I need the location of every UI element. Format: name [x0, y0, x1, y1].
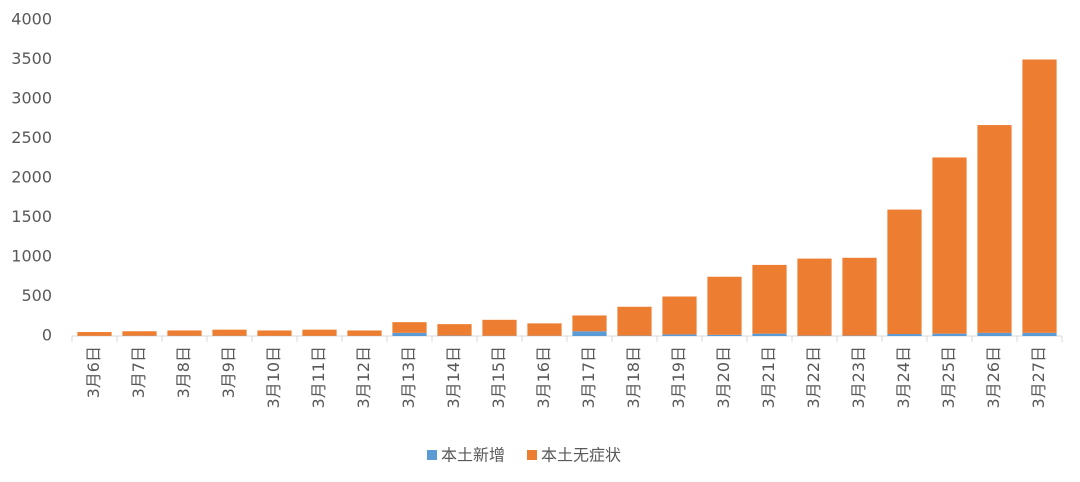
- y-tick-label: 2500: [11, 128, 52, 147]
- x-tick-label: 3月25日: [939, 346, 958, 409]
- bar-segment: [977, 332, 1012, 336]
- bar-segment: [212, 329, 247, 336]
- bar-segment: [707, 276, 742, 335]
- bar-segment: [752, 333, 787, 336]
- bar-segment: [122, 331, 157, 336]
- bar-segment: [572, 315, 607, 332]
- bar-segment: [662, 334, 697, 336]
- x-tick-label: 3月23日: [849, 346, 868, 409]
- bar-segment: [977, 125, 1012, 333]
- x-tick-label: 3月20日: [714, 346, 733, 409]
- x-tick-label: 3月9日: [219, 346, 238, 398]
- bar-segment: [167, 330, 202, 336]
- bar-segment: [392, 332, 427, 336]
- y-tick-label: 1000: [11, 247, 52, 266]
- x-tick-label: 3月6日: [84, 346, 103, 398]
- y-tick-label: 4000: [11, 10, 52, 29]
- bar-segment: [572, 331, 607, 336]
- x-tick-label: 3月8日: [174, 346, 193, 398]
- x-tick-label: 3月18日: [624, 346, 643, 409]
- bar-segment: [707, 334, 742, 336]
- bar-segment: [1022, 332, 1057, 336]
- x-tick-label: 3月17日: [579, 346, 598, 409]
- x-tick-label: 3月22日: [804, 346, 823, 409]
- bar-segment: [77, 332, 112, 336]
- y-tick-label: 3500: [11, 49, 52, 68]
- x-tick-label: 3月16日: [534, 346, 553, 409]
- x-tick-label: 3月11日: [309, 346, 328, 409]
- x-tick-label: 3月21日: [759, 346, 778, 409]
- y-tick-label: 3000: [11, 89, 52, 108]
- x-tick-label: 3月12日: [354, 346, 373, 409]
- legend-label: 本土新增: [441, 446, 505, 465]
- bar-segment: [437, 324, 472, 336]
- bar-segment: [302, 329, 337, 336]
- bar-segment: [887, 209, 922, 335]
- bar-segment: [752, 264, 787, 334]
- bar-segment: [842, 257, 877, 336]
- bar-segment: [482, 319, 517, 336]
- x-tick-label: 3月13日: [399, 346, 418, 409]
- bar-segment: [617, 306, 652, 336]
- x-tick-label: 3月26日: [984, 346, 1003, 409]
- x-tick-label: 3月7日: [129, 346, 148, 398]
- legend-label: 本土无症状: [541, 446, 621, 465]
- bar-segment: [662, 296, 697, 335]
- x-tick-label: 3月24日: [894, 346, 913, 409]
- legend-swatch: [527, 450, 538, 460]
- bar-segment: [887, 334, 922, 336]
- y-tick-label: 0: [42, 326, 52, 345]
- bar-segment: [347, 330, 382, 336]
- x-tick-label: 3月10日: [264, 346, 283, 409]
- legend-swatch: [427, 450, 437, 460]
- y-tick-label: 1500: [11, 207, 52, 226]
- bar-segment: [392, 322, 427, 333]
- bar-segment: [932, 157, 967, 334]
- x-tick-label: 3月27日: [1029, 346, 1048, 409]
- bar-segment: [1022, 59, 1057, 333]
- y-tick-label: 500: [21, 286, 52, 305]
- bar-segment: [932, 333, 967, 336]
- y-tick-label: 2000: [11, 168, 52, 187]
- bar-segment: [527, 323, 562, 336]
- bar-segment: [797, 258, 832, 336]
- bar-segment: [257, 330, 292, 336]
- x-tick-label: 3月19日: [669, 346, 688, 409]
- x-tick-label: 3月14日: [444, 346, 463, 409]
- x-tick-label: 3月15日: [489, 346, 508, 409]
